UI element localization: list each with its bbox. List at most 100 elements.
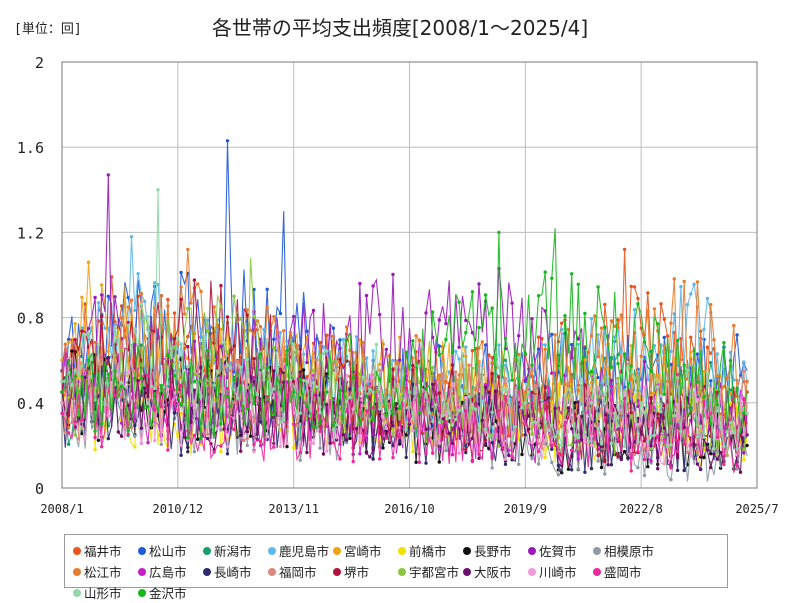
data-point <box>619 349 623 354</box>
data-point <box>116 336 121 341</box>
data-point <box>60 401 64 405</box>
data-point <box>709 351 713 355</box>
data-point <box>646 440 650 444</box>
data-point <box>536 335 541 339</box>
data-point <box>470 331 475 335</box>
data-point <box>546 429 551 433</box>
data-point <box>682 425 686 430</box>
data-point <box>596 285 600 289</box>
data-point <box>344 338 349 342</box>
data-point <box>199 289 203 294</box>
data-point <box>424 451 428 455</box>
data-point <box>354 335 359 339</box>
data-point <box>331 359 336 363</box>
data-point <box>232 344 236 348</box>
data-point <box>642 473 647 478</box>
data-point <box>219 422 223 426</box>
series-金沢市 <box>60 228 748 440</box>
series-山形市 <box>60 188 749 451</box>
data-point <box>387 440 392 444</box>
data-point <box>665 444 670 448</box>
data-point <box>563 420 567 425</box>
data-point <box>285 393 289 397</box>
data-point <box>424 413 428 417</box>
data-point <box>209 363 213 367</box>
data-point <box>599 465 604 470</box>
data-point <box>397 439 402 443</box>
data-point <box>603 302 607 307</box>
data-point <box>272 315 276 319</box>
data-point <box>659 302 663 306</box>
data-point <box>225 444 230 449</box>
data-point <box>722 341 726 345</box>
data-point <box>530 456 534 461</box>
data-point <box>66 395 71 400</box>
legend-item: 長野市 <box>463 540 528 561</box>
data-point <box>371 390 375 394</box>
data-point <box>318 421 322 425</box>
data-point <box>589 443 594 448</box>
data-point <box>450 453 455 457</box>
data-point <box>536 462 541 466</box>
data-point <box>715 374 719 378</box>
x-tick-label: 2019/9 <box>504 502 547 516</box>
data-point <box>675 338 680 343</box>
data-point <box>477 456 481 461</box>
data-point <box>702 435 706 439</box>
data-point <box>378 412 382 416</box>
data-point <box>639 401 643 405</box>
legend-label: 金沢市 <box>149 586 187 601</box>
data-point <box>232 294 236 298</box>
data-point <box>689 454 693 458</box>
data-point <box>464 409 468 413</box>
legend-marker <box>73 588 81 597</box>
data-point <box>672 277 676 281</box>
data-point <box>331 326 336 330</box>
data-point <box>252 401 256 405</box>
data-point <box>186 364 190 369</box>
data-point <box>311 351 316 355</box>
data-point <box>649 369 653 373</box>
data-point <box>669 478 673 482</box>
data-point <box>616 454 620 458</box>
data-point <box>530 401 534 405</box>
data-point <box>636 466 640 470</box>
data-point <box>520 433 524 437</box>
data-point <box>576 342 580 346</box>
data-point <box>622 247 627 252</box>
data-point <box>642 385 647 390</box>
data-point <box>106 356 111 360</box>
data-point <box>272 412 276 416</box>
data-point <box>679 284 683 289</box>
data-point <box>404 386 408 390</box>
data-point <box>153 281 157 285</box>
data-point <box>636 370 640 374</box>
data-point <box>245 357 249 362</box>
legend-item: 盛岡市 <box>593 561 658 582</box>
data-point <box>616 325 620 330</box>
data-point <box>699 467 703 472</box>
data-point <box>742 397 746 402</box>
data-point <box>520 452 524 457</box>
data-point <box>172 411 177 415</box>
data-point <box>358 452 362 456</box>
data-point <box>179 270 183 275</box>
data-point <box>133 417 137 422</box>
data-point <box>454 349 458 353</box>
data-point <box>245 430 249 434</box>
data-point <box>649 404 653 408</box>
data-point <box>348 395 352 400</box>
data-point <box>292 422 296 426</box>
data-point <box>225 394 230 399</box>
data-point <box>364 437 369 442</box>
data-point <box>629 414 633 418</box>
data-point <box>126 305 130 309</box>
data-point <box>526 390 531 394</box>
data-point <box>553 406 557 411</box>
data-point <box>662 392 666 396</box>
data-point <box>272 387 276 391</box>
data-point <box>493 389 498 393</box>
data-point <box>530 390 534 394</box>
data-point <box>603 416 607 420</box>
